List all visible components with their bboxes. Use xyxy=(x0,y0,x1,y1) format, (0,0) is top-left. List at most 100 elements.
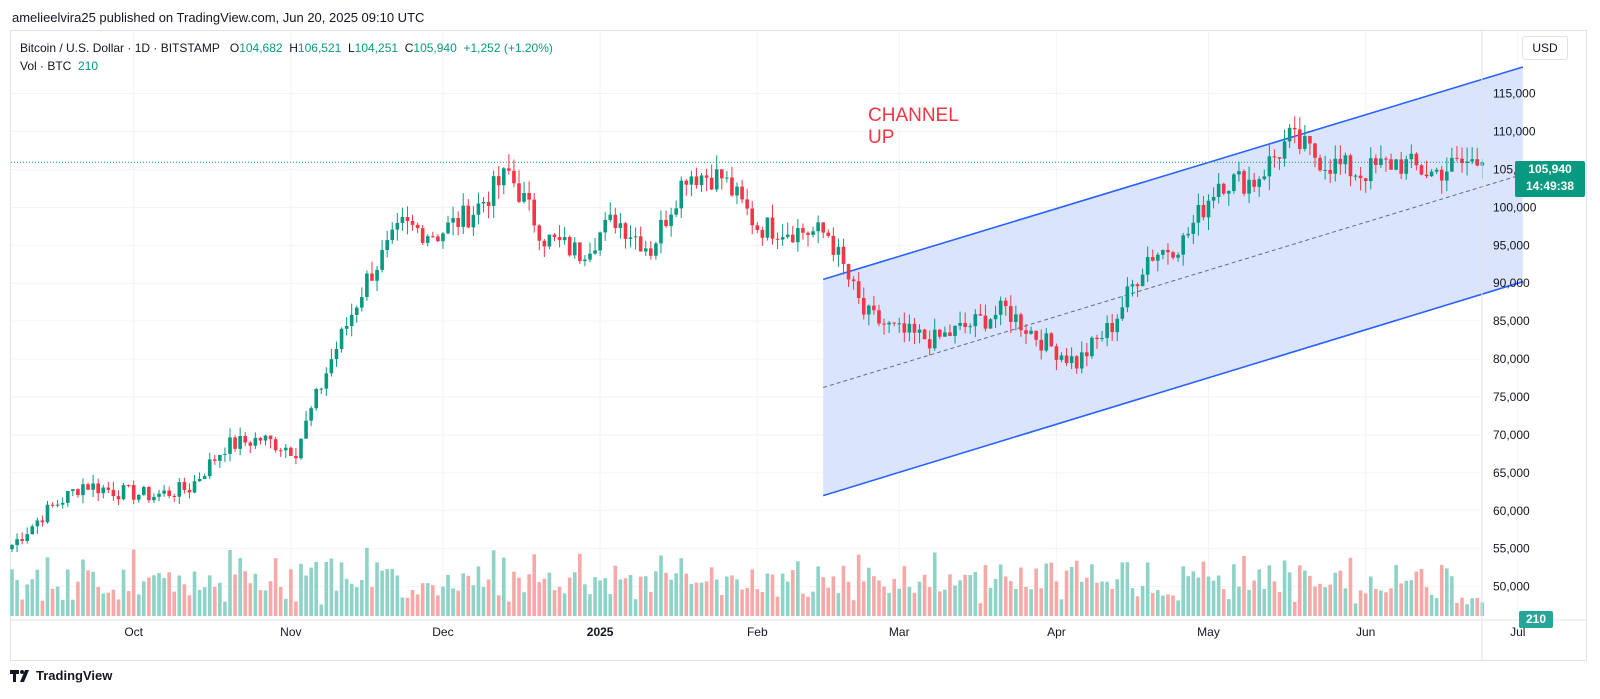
candle-body xyxy=(623,223,628,239)
candle-body xyxy=(1277,157,1282,159)
volume-bar xyxy=(730,575,734,616)
volume-bar xyxy=(263,590,268,616)
volume-bar xyxy=(1374,588,1378,616)
volume-bar xyxy=(1216,575,1221,616)
candle-body xyxy=(1090,337,1094,357)
price-tick-label: 95,000 xyxy=(1493,238,1530,252)
channel-up-label-line2[interactable]: UP xyxy=(868,127,894,148)
candle-body xyxy=(689,176,694,185)
channel-up-drawing xyxy=(822,66,1524,497)
volume-bar xyxy=(1287,572,1292,616)
volume-bar xyxy=(121,569,126,616)
candle-body xyxy=(1455,157,1459,159)
volume-bar xyxy=(958,580,962,616)
high-label: H xyxy=(289,41,298,55)
channel-lower-line[interactable] xyxy=(822,280,1524,497)
candle-body xyxy=(441,233,445,242)
candle-body xyxy=(344,326,349,329)
candle-body xyxy=(694,176,699,186)
volume-bar xyxy=(851,600,856,616)
candle-body xyxy=(30,526,35,535)
volume-legend-label[interactable]: Vol · BTC xyxy=(20,59,72,73)
volume-bar xyxy=(1262,588,1267,616)
volume-bar xyxy=(932,552,937,616)
volume-bar xyxy=(917,581,922,616)
volume-bar xyxy=(425,583,430,616)
candle-body xyxy=(877,310,881,324)
volume-bar xyxy=(177,575,182,616)
candle-body xyxy=(1100,338,1104,340)
volume-bar xyxy=(431,585,435,616)
volume-bar xyxy=(410,589,415,616)
volume-bar xyxy=(760,592,765,616)
volume-bar xyxy=(30,579,35,616)
volume-bar xyxy=(76,581,80,616)
volume-bar xyxy=(547,572,552,616)
volume-bar xyxy=(1384,592,1388,616)
candle-body xyxy=(765,217,770,238)
candle-body xyxy=(299,438,303,459)
candle-body xyxy=(354,307,359,315)
channel-up-label-line1[interactable]: CHANNEL xyxy=(868,105,959,126)
candle-body xyxy=(1024,330,1028,334)
candle-body xyxy=(649,248,653,256)
volume-bar xyxy=(649,591,653,616)
candle-body xyxy=(131,485,136,500)
volume-bar xyxy=(86,570,90,616)
candle-body xyxy=(65,490,70,503)
volume-bar xyxy=(618,579,623,616)
volume-bar xyxy=(152,575,156,616)
candle-body xyxy=(1450,157,1454,172)
candle-body xyxy=(1287,127,1292,142)
volume-bar xyxy=(304,575,308,616)
candle-body xyxy=(1095,337,1099,340)
candle-body xyxy=(517,183,521,202)
candle-body xyxy=(116,496,121,500)
volume-bar xyxy=(659,555,663,616)
volume-bar xyxy=(309,567,313,616)
symbol-title[interactable]: Bitcoin / U.S. Dollar · 1D · BITSTAMP xyxy=(20,41,220,55)
candle-body xyxy=(973,314,978,327)
candle-body xyxy=(572,242,577,256)
candle-body xyxy=(983,315,988,329)
volume-bar xyxy=(1282,560,1287,616)
volume-bar xyxy=(35,569,40,616)
candle-body xyxy=(314,389,318,409)
volume-bar xyxy=(15,580,19,616)
candle-body xyxy=(152,496,156,501)
tradingview-footer[interactable]: TradingView xyxy=(10,668,112,683)
candle-body xyxy=(654,243,658,256)
volume-bar xyxy=(902,566,907,616)
volume-bar xyxy=(963,574,967,616)
volume-bar xyxy=(572,572,577,616)
volume-bar xyxy=(55,586,60,616)
volume-bar xyxy=(1368,576,1373,616)
price-tick-label: 70,000 xyxy=(1493,428,1530,442)
volume-bar xyxy=(1120,562,1125,616)
candle-body xyxy=(1135,284,1140,287)
candle-body xyxy=(740,186,744,200)
candle-body xyxy=(385,240,389,251)
candle-body xyxy=(1429,171,1434,177)
candle-body xyxy=(856,281,861,299)
candle-body xyxy=(512,170,516,184)
volume-bar xyxy=(679,558,684,616)
candle-body xyxy=(806,232,810,235)
candle-body xyxy=(522,192,526,202)
candle-body xyxy=(182,482,187,490)
candle-body xyxy=(1328,169,1332,174)
time-tick-label: Jul xyxy=(1510,625,1525,639)
channel-upper-line[interactable] xyxy=(822,66,1524,281)
candle-body xyxy=(659,219,663,244)
volume-legend-value: 210 xyxy=(78,59,99,73)
volume-bar xyxy=(1424,587,1429,616)
volume-bar xyxy=(1019,567,1023,616)
chart-frame[interactable] xyxy=(10,30,1587,661)
currency-selector[interactable]: USD xyxy=(1522,36,1568,60)
price-tick-label: 115,000 xyxy=(1493,87,1536,101)
volume-bar xyxy=(537,582,542,616)
volume-bar xyxy=(446,574,450,616)
candle-body xyxy=(1003,300,1008,307)
volume-bar xyxy=(1221,589,1226,616)
